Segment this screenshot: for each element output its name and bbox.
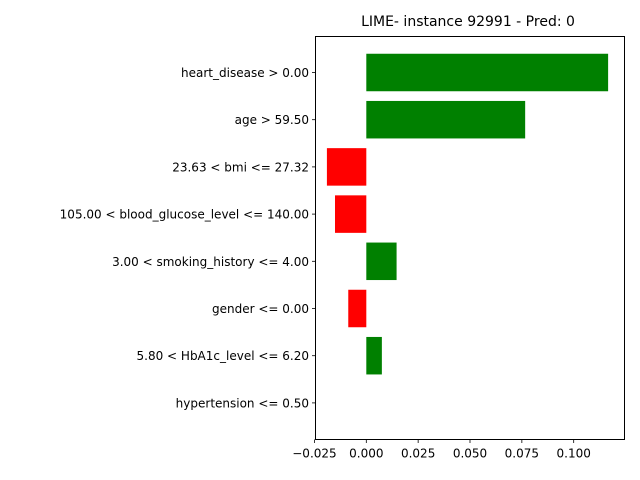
x-tick-label: 0.050 — [453, 447, 487, 461]
y-tick-label: 5.80 < HbA1c_level <= 6.20 — [137, 349, 309, 363]
y-tick-label: gender <= 0.00 — [212, 302, 309, 316]
bar — [348, 289, 367, 328]
x-tick-label: 0.025 — [401, 447, 435, 461]
bars-group — [326, 53, 609, 375]
x-tick-label: 0.100 — [557, 447, 591, 461]
y-tick-label: hypertension <= 0.50 — [176, 396, 309, 410]
x-ticks: −0.025 0.000 0.025 0.050 0.075 0.100 — [292, 439, 591, 461]
plot-frame — [315, 36, 625, 440]
bar — [366, 242, 397, 281]
y-tick-label: 105.00 < blood_glucose_level <= 140.00 — [60, 208, 309, 222]
bar — [366, 336, 382, 375]
x-tick-label: 0.000 — [349, 447, 383, 461]
y-tick-label: 3.00 < smoking_history <= 4.00 — [112, 255, 309, 269]
bar — [366, 53, 609, 92]
y-tick-label: heart_disease > 0.00 — [181, 66, 309, 80]
x-tick-label: −0.025 — [292, 447, 336, 461]
bar — [366, 100, 526, 139]
x-tick-label: 0.075 — [505, 447, 539, 461]
bar — [334, 195, 367, 233]
bar — [326, 148, 367, 186]
chart-title: LIME- instance 92991 - Pred: 0 — [361, 14, 575, 30]
y-tick-label: 23.63 < bmi <= 27.32 — [172, 160, 309, 174]
y-tick-labels: heart_disease > 0.00 age > 59.50 23.63 < b… — [60, 66, 316, 410]
y-tick-label: age > 59.50 — [235, 113, 309, 127]
